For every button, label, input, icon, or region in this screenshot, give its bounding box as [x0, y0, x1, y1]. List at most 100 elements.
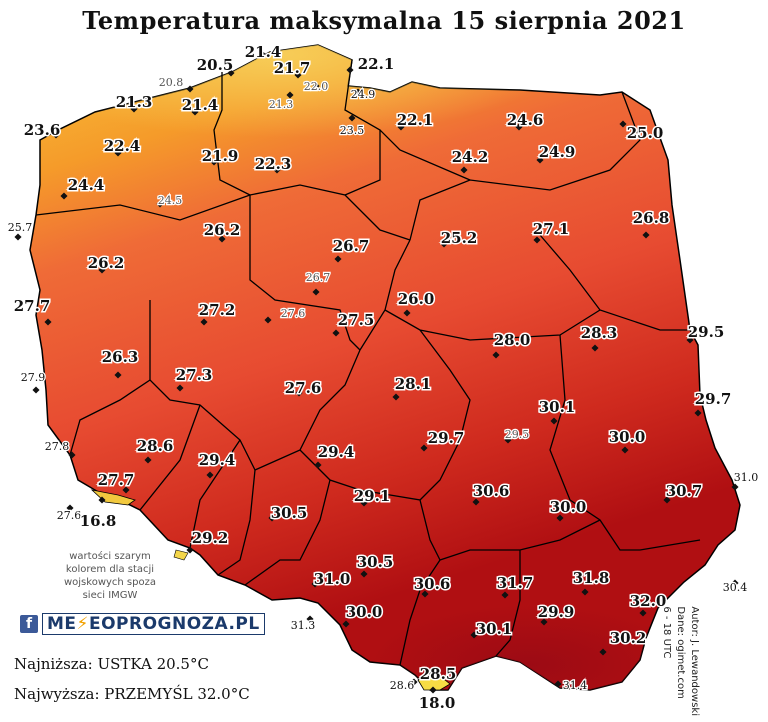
- station-value: 26.0: [398, 290, 435, 308]
- station-marker: [501, 591, 509, 599]
- military-station-value: 26.7: [306, 271, 331, 284]
- station-value: 30.0: [609, 428, 646, 446]
- military-station-value: 27.6: [281, 307, 306, 320]
- station-marker: [176, 384, 184, 392]
- station-marker: [286, 91, 294, 99]
- station-marker: [186, 546, 194, 554]
- station-marker: [332, 329, 340, 337]
- credits-author: Autor: J. Lewandowski: [689, 606, 700, 716]
- station-value: 31.0: [734, 471, 759, 484]
- station-value: 29.4: [318, 443, 355, 461]
- station-value: 30.0: [346, 603, 383, 621]
- max-temperature-label: Najwyższa: PRZEMYŚL 32.0°C: [14, 685, 250, 703]
- brand-suffix: EOPROGNOZA.PL: [88, 614, 260, 634]
- station-value: 27.1: [533, 220, 570, 238]
- military-station-value: 29.5: [505, 428, 530, 441]
- station-marker: [306, 615, 314, 623]
- station-marker: [227, 69, 235, 77]
- station-marker: [259, 51, 267, 59]
- station-marker: [14, 233, 22, 241]
- station-value: 28.6: [137, 437, 174, 455]
- station-value: 28.5: [420, 665, 457, 683]
- military-station-value: 22.0: [304, 80, 329, 93]
- station-marker: [342, 620, 350, 628]
- station-value: 22.4: [104, 137, 141, 155]
- station-marker: [421, 590, 429, 598]
- map-title: Temperatura maksymalna 15 sierpnia 2021: [82, 6, 686, 35]
- note-line: wojskowych spoza: [63, 577, 156, 588]
- coastal-cool-zone: [36, 45, 672, 230]
- station-marker: [314, 461, 322, 469]
- station-value: 30.4: [723, 581, 748, 594]
- station-value: 24.9: [351, 88, 376, 101]
- station-value: 30.5: [357, 553, 394, 571]
- note-line: wartości szarym: [69, 551, 151, 562]
- station-value: 29.2: [192, 529, 229, 547]
- station-marker: [686, 336, 694, 344]
- station-value: 27.9: [21, 371, 46, 384]
- station-value: 26.3: [102, 348, 139, 366]
- note-line: kolorem dla stacji: [65, 564, 155, 575]
- station-value: 24.2: [452, 148, 489, 166]
- station-value: 29.4: [199, 451, 236, 469]
- station-value: 21.4: [245, 43, 282, 61]
- station-value: 22.1: [397, 111, 434, 129]
- station-marker: [191, 108, 199, 116]
- station-value: 29.7: [428, 429, 465, 447]
- station-marker: [122, 486, 130, 494]
- credits: Autor: J. Lewandowski: [689, 600, 714, 716]
- station-value: 30.1: [476, 620, 513, 638]
- station-value: 30.2: [610, 629, 647, 647]
- station-marker: [348, 114, 356, 122]
- station-marker: [264, 316, 272, 324]
- military-stations-note: wartości szarym kolorem dla stacji wojsk…: [50, 550, 170, 602]
- station-marker: [731, 579, 739, 587]
- station-value: 30.6: [414, 575, 451, 593]
- station-marker: [515, 123, 523, 131]
- station-marker: [403, 309, 411, 317]
- station-value: 27.2: [199, 301, 236, 319]
- station-marker: [492, 351, 500, 359]
- station-value: 31.0: [314, 570, 351, 588]
- station-value: 23.6: [24, 121, 61, 139]
- station-marker: [731, 483, 739, 491]
- station-value: 25.0: [627, 124, 664, 142]
- station-marker: [114, 371, 122, 379]
- station-value: 29.7: [695, 390, 732, 408]
- station-value: 27.7: [14, 297, 51, 315]
- station-value: 21.9: [202, 147, 239, 165]
- station-value: 27.6: [285, 379, 322, 397]
- station-marker: [294, 71, 302, 79]
- station-marker: [397, 123, 405, 131]
- min-temperature-label: Najniższa: USTKA 20.5°C: [14, 655, 209, 673]
- military-station-value: 20.8: [159, 76, 184, 89]
- station-value: 25.2: [441, 229, 478, 247]
- station-marker: [186, 85, 194, 93]
- station-marker: [410, 678, 418, 686]
- station-value: 31.8: [573, 569, 610, 587]
- station-marker: [663, 496, 671, 504]
- station-value: 27.7: [98, 471, 135, 489]
- station-marker: [273, 166, 281, 174]
- station-marker: [32, 386, 40, 394]
- station-marker: [98, 266, 106, 274]
- brand-name[interactable]: ME⚡EOPROGNOZA.PL: [42, 613, 265, 635]
- station-layer: 21.4 20.5 22.1 21.7 20.8 22.0 21.3 24.9 21.3 21.4…: [7, 42, 760, 714]
- facebook-icon[interactable]: f: [20, 615, 38, 633]
- station-value: 16.8: [80, 512, 117, 530]
- station-marker: [334, 255, 342, 263]
- station-marker: [420, 444, 428, 452]
- military-station-value: 24.5: [158, 194, 183, 207]
- credits-source: Dane: ogimet.com: [675, 606, 686, 699]
- station-marker: [581, 588, 589, 596]
- station-value: 27.3: [176, 366, 213, 384]
- station-value: 30.5: [271, 504, 308, 522]
- station-value: 26.2: [88, 254, 125, 272]
- meteoprognoza-logo[interactable]: f ME⚡EOPROGNOZA.PL: [20, 613, 265, 635]
- station-value: 28.1: [395, 375, 432, 393]
- station-marker: [554, 680, 562, 688]
- station-marker: [470, 631, 478, 639]
- southern-hot-zone: [245, 520, 705, 690]
- station-value: 22.3: [255, 155, 292, 173]
